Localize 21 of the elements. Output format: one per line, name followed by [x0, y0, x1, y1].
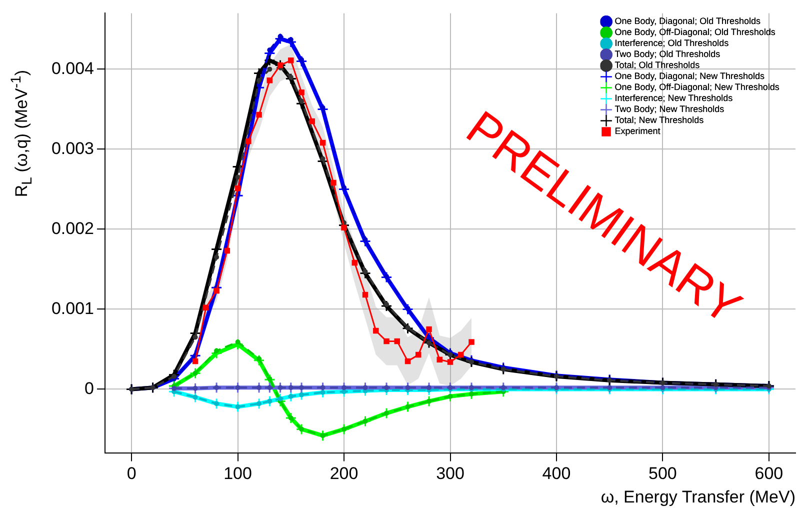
x-tick-label: 0 [126, 464, 136, 484]
legend-label: One Body, Diagonal; Old Thresholds [614, 16, 761, 26]
y-tick-label: 0.003 [51, 138, 94, 158]
legend-label: One Body, Off-Diagonal; Old Thresholds [614, 27, 776, 38]
y-tick-label: 0 [84, 378, 94, 398]
legend-label: Interference; New Thresholds [614, 93, 734, 104]
x-tick-label: 100 [224, 464, 252, 484]
y-tick-label: 0.001 [51, 298, 94, 318]
x-axis-title: ω, Energy Transfer (MeV) [600, 487, 796, 506]
x-tick-label: 200 [330, 464, 358, 484]
x-tick-label: 400 [542, 464, 571, 484]
legend-label: Interference; Old Thresholds [614, 38, 730, 48]
x-tick-label: 300 [436, 464, 464, 484]
x-tick-label: 600 [754, 464, 784, 484]
legend-label: Total; Old Thresholds [614, 60, 700, 70]
legend-label: Two Body; Old Thresholds [614, 49, 721, 60]
x-tick-label: 500 [648, 464, 677, 484]
legend-label: One Body, Diagonal; New Thresholds [614, 71, 765, 82]
legend-label: One Body, Off-Diagonal; New Thresholds [614, 82, 780, 92]
y-tick-label: 0.002 [51, 218, 94, 238]
y-tick-label: 0.004 [51, 58, 94, 78]
